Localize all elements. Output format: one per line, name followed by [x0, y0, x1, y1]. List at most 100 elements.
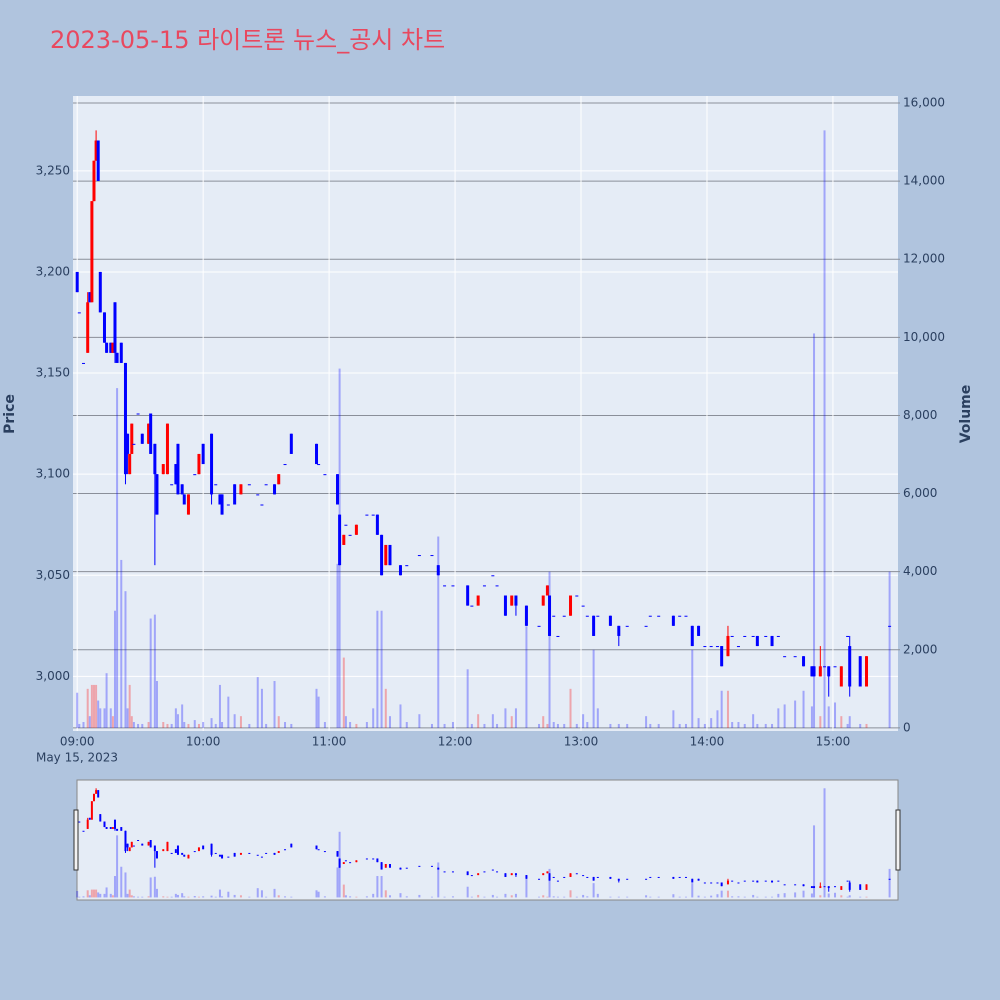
slider-candle-body	[720, 882, 723, 887]
slider-volume-bar	[752, 894, 755, 898]
main-volume-bar	[491, 714, 494, 728]
slider-volume-bar	[317, 891, 320, 898]
slider-volume-bar	[617, 896, 620, 898]
slider-volume-bar	[256, 888, 259, 898]
main-candle-body	[715, 646, 719, 648]
main-volume-bar	[86, 688, 89, 728]
main-volume-bar	[546, 723, 549, 728]
main-volume-bar	[193, 720, 196, 728]
main-candle-body	[165, 423, 169, 475]
main-candle-body	[730, 635, 734, 637]
main-candle-body	[182, 494, 186, 505]
slider-volume-bar	[344, 895, 347, 898]
main-candle-body	[88, 292, 92, 303]
slider-volume-bar	[388, 895, 391, 898]
main-candle-body	[678, 615, 682, 617]
main-volume-bar	[113, 610, 116, 728]
main-candle-body	[323, 474, 327, 476]
slider-volume-bar	[193, 896, 196, 898]
main-candle-body	[132, 443, 136, 445]
slider-volume-bar	[155, 888, 158, 898]
slider-volume-bar	[176, 894, 179, 898]
slider-volume-bar	[265, 896, 268, 898]
slider-volume-bar	[504, 893, 507, 898]
main-volume-bar	[273, 681, 276, 728]
main-candle-body	[155, 474, 159, 515]
main-candle-body	[476, 595, 480, 606]
main-candle-body	[102, 312, 106, 343]
main-candle-body	[443, 585, 447, 587]
slider-volume-bar	[626, 896, 629, 898]
main-volume-bar	[349, 722, 352, 728]
main-candle-body	[180, 484, 184, 495]
main-candle-body	[783, 656, 787, 658]
main-candle-body	[371, 514, 375, 516]
main-candle-body	[743, 635, 747, 637]
main-candle-body	[736, 646, 740, 648]
slider-volume-bar	[514, 893, 517, 898]
main-volume-bar	[174, 708, 177, 728]
main-volume-bar	[859, 723, 862, 728]
slider-candle-body	[726, 880, 729, 885]
slider-candle-body	[233, 852, 236, 857]
range-slider-handle[interactable]	[895, 809, 901, 871]
main-candle-body	[470, 605, 474, 607]
main-volume-bar	[737, 722, 740, 728]
main-candle-body	[111, 342, 115, 353]
slider-volume-bar	[813, 825, 816, 898]
slider-volume-bar	[78, 896, 81, 898]
main-candle-body	[109, 342, 113, 353]
slider-volume-bar	[491, 894, 494, 898]
main-volume-bar	[323, 722, 326, 728]
main-candle-body	[218, 494, 222, 505]
y2-tick-label: 2,000	[903, 642, 937, 656]
main-volume-bar	[865, 723, 868, 728]
slider-volume-bar	[477, 894, 480, 898]
range-slider[interactable]	[76, 779, 899, 901]
slider-candle-body	[510, 873, 513, 876]
main-volume-bar	[233, 714, 236, 728]
main-volume-bar	[840, 716, 843, 728]
main-volume-bar	[477, 714, 480, 728]
main-volume-bar	[388, 716, 391, 728]
slider-candle-body	[315, 845, 318, 850]
slider-candle-body	[556, 880, 559, 882]
main-volume-bar	[586, 722, 589, 728]
slider-volume-bar	[819, 895, 822, 898]
slider-volume-bar	[840, 895, 843, 898]
slider-volume-bar	[716, 894, 719, 898]
slider-candle-body	[743, 880, 746, 882]
main-volume-bar	[716, 710, 719, 728]
main-candle-body	[147, 423, 151, 444]
range-slider-handle[interactable]	[73, 809, 79, 871]
slider-volume-bar	[466, 886, 469, 898]
main-candle-body	[430, 555, 434, 557]
slider-volume-bar	[92, 889, 95, 898]
main-candle-body	[823, 666, 827, 668]
y2-tick-label: 6,000	[903, 486, 937, 500]
main-candle-body	[149, 413, 153, 454]
slider-volume-bar	[548, 868, 551, 898]
slider-candle-body	[645, 878, 648, 880]
y-tick-label: 3,050	[36, 568, 70, 582]
main-candle-body	[354, 524, 358, 535]
slider-candle-body	[777, 880, 780, 882]
main-candle-body	[115, 352, 119, 363]
main-volume-bar	[514, 708, 517, 728]
main-volume-bar	[111, 716, 114, 728]
y-tick-label: 3,150	[36, 366, 70, 380]
main-candle-body	[848, 646, 852, 687]
slider-volume-bar	[538, 896, 541, 898]
slider-volume-bar	[124, 872, 127, 898]
main-volume-bar	[697, 718, 700, 728]
slider-candle-body	[827, 886, 830, 889]
y-tick-label: 3,000	[36, 669, 70, 683]
x-tick-label: 10:00	[186, 735, 221, 749]
main-volume-bar	[88, 716, 91, 728]
main-candle-body	[541, 595, 545, 606]
main-volume-bar	[120, 559, 123, 728]
slider-candle-body	[399, 867, 402, 870]
slider-volume-bar	[130, 895, 133, 898]
main-volume-bar	[756, 723, 759, 728]
main-candle-body	[827, 666, 831, 677]
